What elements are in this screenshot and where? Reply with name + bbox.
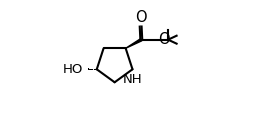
Polygon shape <box>126 39 142 48</box>
Text: NH: NH <box>123 73 143 86</box>
Text: HO: HO <box>63 63 83 76</box>
Text: O: O <box>135 10 147 25</box>
Text: O: O <box>158 32 169 47</box>
